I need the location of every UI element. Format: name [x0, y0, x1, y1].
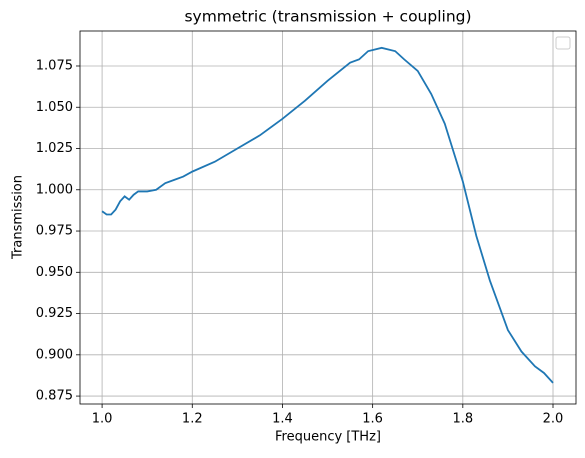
x-tick-label: 2.0	[543, 412, 564, 427]
legend	[555, 36, 571, 50]
x-tick-label: 1.4	[272, 412, 293, 427]
x-axis-label: Frequency [THz]	[275, 430, 381, 445]
y-tick-label: 1.025	[36, 141, 73, 156]
x-tick-label: 1.0	[92, 412, 113, 427]
y-tick-label: 0.900	[36, 347, 73, 362]
y-axis-label: Transmission	[11, 175, 26, 260]
y-tick-label: 0.950	[36, 265, 73, 280]
y-tick-label: 0.975	[36, 224, 73, 239]
y-tick-label: 0.925	[36, 306, 73, 321]
y-tick-label: 1.050	[36, 100, 73, 115]
x-tick-label: 1.8	[452, 412, 473, 427]
y-tick-label: 0.875	[36, 389, 73, 404]
x-tick-label: 1.2	[182, 412, 203, 427]
y-tick-label: 1.075	[36, 58, 73, 73]
y-tick-label: 1.000	[36, 182, 73, 197]
data-line	[101, 46, 554, 384]
chart-title: symmetric (transmission + coupling)	[184, 8, 471, 26]
axes-frame	[79, 30, 577, 405]
plot-area: 1.0 1.2 1.4 1.6 1.8 2.0 0.875 0.900 0.925 0.950 0.…	[36, 31, 576, 427]
x-tick-label: 1.6	[362, 412, 383, 427]
